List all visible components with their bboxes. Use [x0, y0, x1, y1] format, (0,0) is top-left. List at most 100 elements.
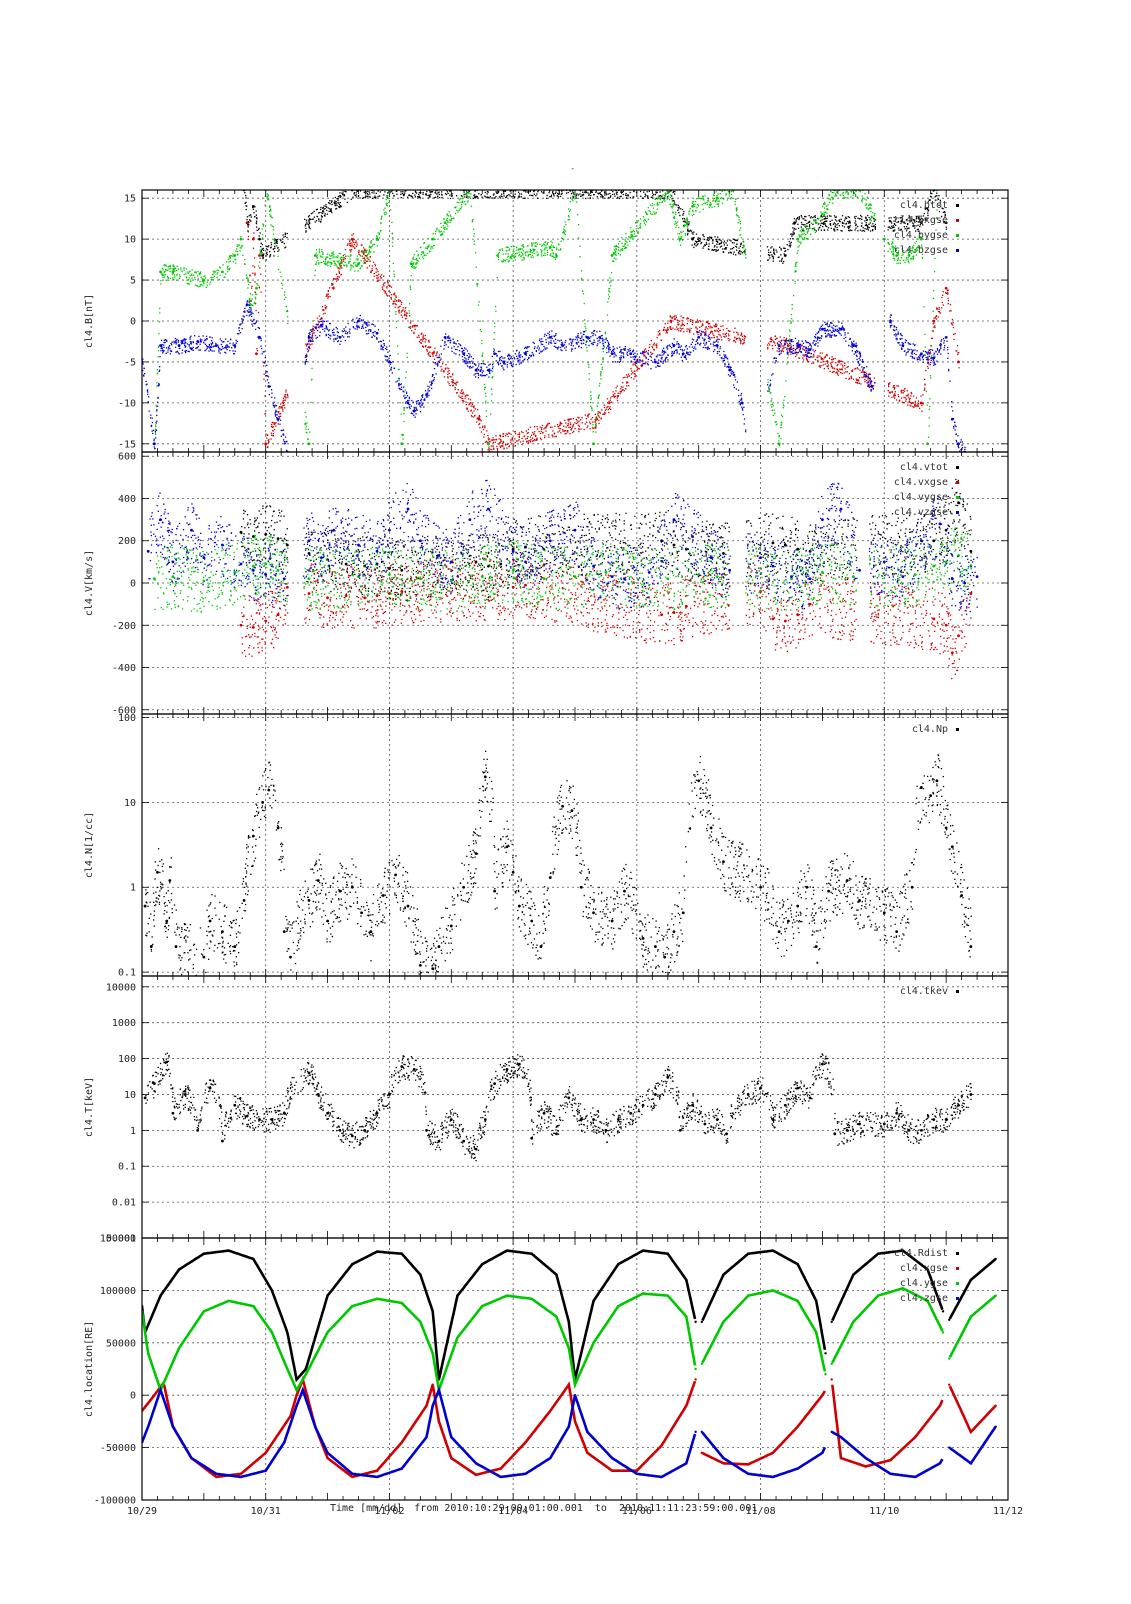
sample-point-cl4.btot: [699, 240, 700, 241]
sample-point-cl4.bxgse: [425, 341, 426, 342]
sample-point-cl4.bygse: [404, 395, 405, 396]
sample-point-cl4.btot: [438, 183, 439, 184]
sample-point-cl4.bygse: [207, 285, 208, 286]
sample-point-cl4.btot: [493, 187, 494, 188]
sample-point-cl4.bxgse: [793, 345, 794, 346]
sample-point-cl4.bygse: [578, 224, 579, 225]
sample-point-cl4.bygse: [156, 386, 157, 387]
sample-point-cl4.bygse: [278, 269, 279, 270]
sample-point-cl4.btot: [840, 230, 841, 231]
sample-point-cl4.btot: [801, 226, 802, 227]
sample-point-cl4.btot: [282, 238, 283, 239]
sample-point-cl4.btot: [597, 196, 598, 197]
sample-point-cl4.bxgse: [835, 358, 836, 359]
sample-point-cl4.btot: [822, 223, 823, 224]
sample-point-cl4.bygse: [609, 282, 610, 283]
sample-point-cl4.bxgse: [375, 265, 376, 266]
sample-point-cl4.btot: [643, 192, 644, 193]
sample-point-cl4.bygse: [717, 201, 718, 202]
sample-point-cl4.btot: [519, 196, 520, 197]
data-point-cl4.bygse: [716, 197, 719, 200]
sample-point-cl4.bxgse: [376, 275, 377, 276]
sample-point-cl4.bxgse: [317, 318, 318, 319]
sample-point-cl4.bygse: [305, 428, 306, 429]
sample-point-cl4.btot: [771, 246, 772, 247]
sample-point-cl4.bygse: [696, 198, 697, 199]
sample-point-cl4.bxgse: [560, 423, 561, 424]
sample-point-cl4.btot: [474, 191, 475, 192]
sample-point-cl4.bxgse: [496, 439, 497, 440]
sample-point-cl4.btot: [323, 209, 324, 210]
sample-point-cl4.bxgse: [423, 334, 424, 335]
sample-point-cl4.bygse: [388, 198, 389, 199]
sample-point-cl4.bxgse: [422, 340, 423, 341]
sample-point-cl4.btot: [552, 188, 553, 189]
sample-point-cl4.btot: [362, 198, 363, 199]
sample-point-cl4.btot: [580, 187, 581, 188]
sample-point-cl4.bygse: [485, 393, 486, 394]
sample-point-cl4.bxgse: [795, 356, 796, 357]
sample-point-cl4.bygse: [655, 198, 656, 199]
sample-point-cl4.bxgse: [500, 435, 501, 436]
sample-point-cl4.bygse: [313, 320, 314, 321]
sample-point-cl4.btot: [703, 236, 704, 237]
sample-point-cl4.bxgse: [837, 373, 838, 374]
sample-point-cl4.bygse: [789, 330, 790, 331]
sample-point-cl4.btot: [590, 195, 591, 196]
sample-point-cl4.btot: [734, 242, 735, 243]
sample-point-cl4.btot: [633, 187, 634, 188]
sample-point-cl4.bygse: [640, 227, 641, 228]
sample-point-cl4.btot: [310, 228, 311, 229]
sample-point-cl4.bxgse: [894, 398, 895, 399]
sample-point-cl4.btot: [409, 194, 410, 195]
sample-point-cl4.btot: [485, 192, 486, 193]
sample-point-cl4.bxgse: [925, 370, 926, 371]
sample-point-cl4.bygse: [538, 254, 539, 255]
sample-point-cl4.bygse: [740, 227, 741, 228]
sample-point-cl4.btot: [283, 236, 284, 237]
sample-point-cl4.btot: [823, 224, 824, 225]
sample-point-cl4.bxgse: [645, 352, 646, 353]
sample-point-cl4.btot: [450, 187, 451, 188]
sample-point-cl4.btot: [409, 183, 410, 184]
sample-point-cl4.bxgse: [567, 419, 568, 420]
sample-point-cl4.bygse: [364, 251, 365, 252]
sample-point-cl4.bxgse: [949, 310, 950, 311]
sample-point-cl4.bxgse: [265, 413, 266, 414]
sample-point-cl4.bygse: [469, 197, 470, 198]
sample-point-cl4.btot: [791, 233, 792, 234]
sample-point-cl4.bygse: [207, 282, 208, 283]
sample-point-cl4.btot: [319, 212, 320, 213]
sample-point-cl4.btot: [374, 182, 375, 183]
sample-point-cl4.btot: [707, 239, 708, 240]
sample-point-cl4.btot: [306, 222, 307, 223]
sample-point-cl4.bxgse: [681, 315, 682, 316]
sample-point-cl4.bxgse: [350, 245, 351, 246]
sample-point-cl4.bxgse: [447, 376, 448, 377]
sample-point-cl4.bxgse: [591, 419, 592, 420]
sample-point-cl4.btot: [855, 220, 856, 221]
sample-point-cl4.bygse: [565, 231, 566, 232]
sample-point-cl4.btot: [501, 187, 502, 188]
sample-point-cl4.bygse: [929, 398, 930, 399]
sample-point-cl4.bygse: [202, 281, 203, 282]
sample-point-cl4.bxgse: [527, 436, 528, 437]
sample-point-cl4.btot: [865, 225, 866, 226]
sample-point-cl4.bxgse: [607, 406, 608, 407]
sample-point-cl4.btot: [571, 193, 572, 194]
sample-point-cl4.btot: [819, 227, 820, 228]
sample-point-cl4.bxgse: [458, 389, 459, 390]
sample-point-cl4.btot: [350, 186, 351, 187]
sample-point-cl4.bxgse: [284, 396, 285, 397]
sample-point-cl4.bxgse: [918, 406, 919, 407]
sample-point-cl4.btot: [566, 193, 567, 194]
sample-point-cl4.bygse: [823, 203, 824, 204]
sample-point-cl4.bxgse: [471, 402, 472, 403]
sample-point-cl4.bygse: [718, 206, 719, 207]
sample-point-cl4.btot: [449, 195, 450, 196]
sample-point-cl4.btot: [306, 223, 307, 224]
sample-point-cl4.bxgse: [651, 340, 652, 341]
sample-point-cl4.bygse: [206, 287, 207, 288]
sample-point-cl4.btot: [558, 196, 559, 197]
sample-point-cl4.bygse: [316, 249, 317, 250]
